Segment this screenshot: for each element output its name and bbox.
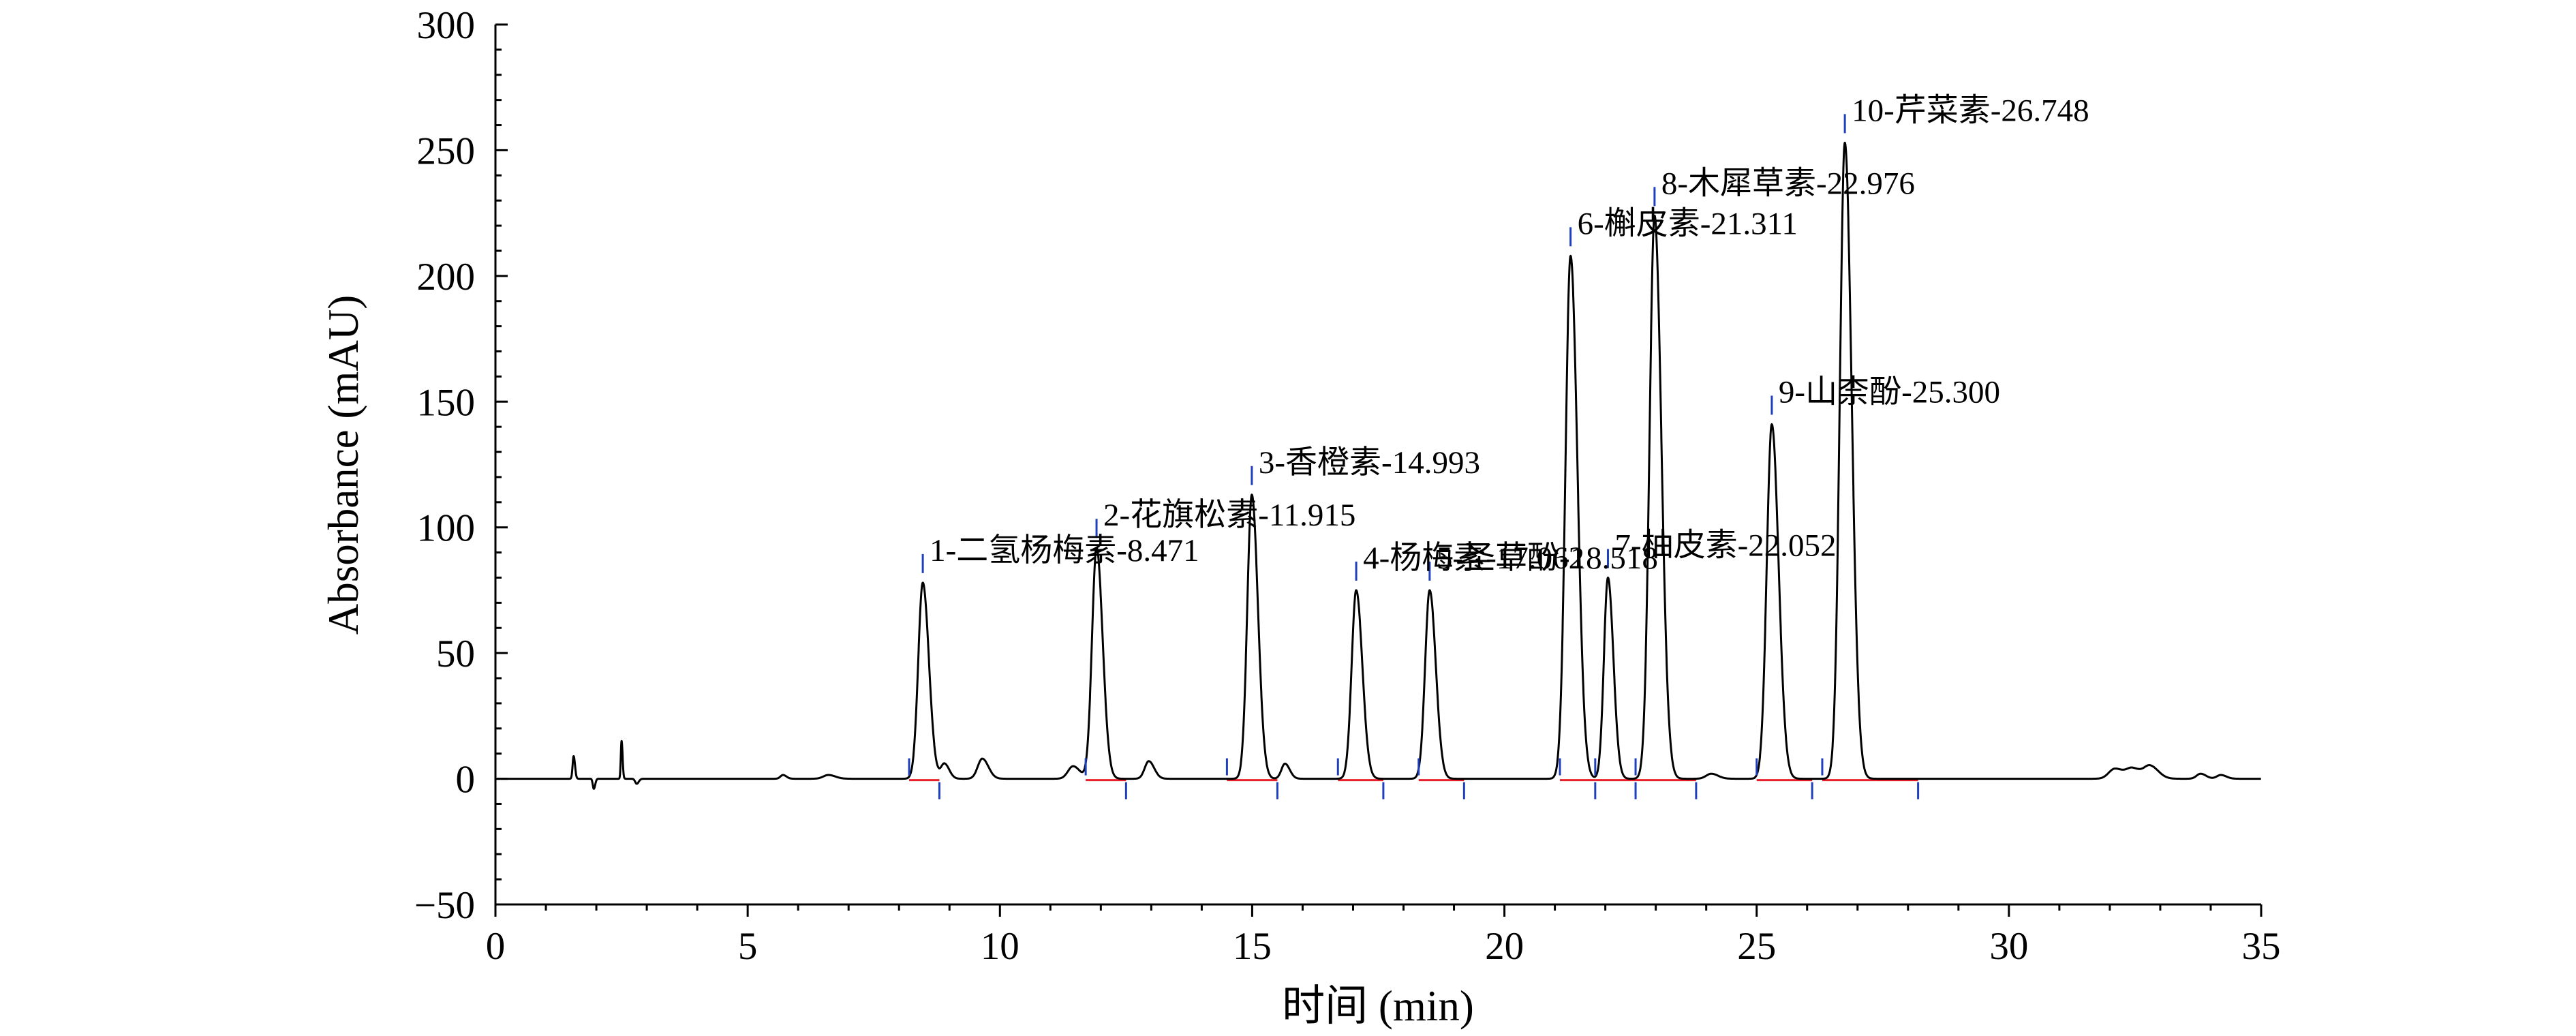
peak-label: 3-香橙素-14.993 xyxy=(1259,445,1480,481)
x-tick-label: 15 xyxy=(1233,925,1272,968)
peak-label: 7-柚皮素-22.052 xyxy=(1614,528,1836,563)
x-tick-label: 0 xyxy=(486,925,506,968)
x-tick-label: 25 xyxy=(1737,925,1776,968)
y-tick-label: −50 xyxy=(414,884,475,927)
y-tick-label: 0 xyxy=(456,759,476,802)
peak-label: 2-花旗松素-11.915 xyxy=(1103,498,1355,533)
x-tick-label: 30 xyxy=(1989,925,2028,968)
peak-label: 10-芹菜素-26.748 xyxy=(1852,93,2089,128)
peak-label: 5-圣草酚-18.518 xyxy=(1437,540,1658,576)
y-tick-label: 300 xyxy=(417,4,476,47)
x-tick-label: 10 xyxy=(981,925,1019,968)
x-tick-label: 35 xyxy=(2242,925,2281,968)
y-tick-label: 200 xyxy=(417,256,476,299)
peak-label: 6-槲皮素-21.311 xyxy=(1578,206,1798,241)
peak-label: 8-木犀草素-22.976 xyxy=(1661,166,1915,201)
y-tick-label: 150 xyxy=(417,381,476,424)
peak-label: 1-二氢杨梅素-8.471 xyxy=(930,533,1199,568)
y-axis-title: Absorbance (mAU) xyxy=(320,295,367,635)
y-tick-label: 50 xyxy=(436,633,475,675)
axes: −50 0 50 100 150 200 250 300 0 5 10 15 20 25 30 35 xyxy=(414,4,2281,968)
peak-label: 9-山柰酚-25.300 xyxy=(1779,374,2000,410)
integration-markers xyxy=(908,114,1920,799)
peak-label: 4-杨梅素-17.062 xyxy=(1363,540,1584,576)
y-tick-label: 250 xyxy=(417,130,476,172)
x-axis-title: 时间 (min) xyxy=(1282,982,1474,1030)
y-tick-label: 100 xyxy=(417,507,476,550)
chromatogram-trace xyxy=(494,141,2262,790)
y-ticks: −50 0 50 100 150 200 250 300 xyxy=(414,4,508,927)
x-tick-label: 5 xyxy=(738,925,758,968)
x-tick-label: 20 xyxy=(1485,925,1524,968)
x-ticks: 0 5 10 15 20 25 30 35 xyxy=(486,904,2281,968)
